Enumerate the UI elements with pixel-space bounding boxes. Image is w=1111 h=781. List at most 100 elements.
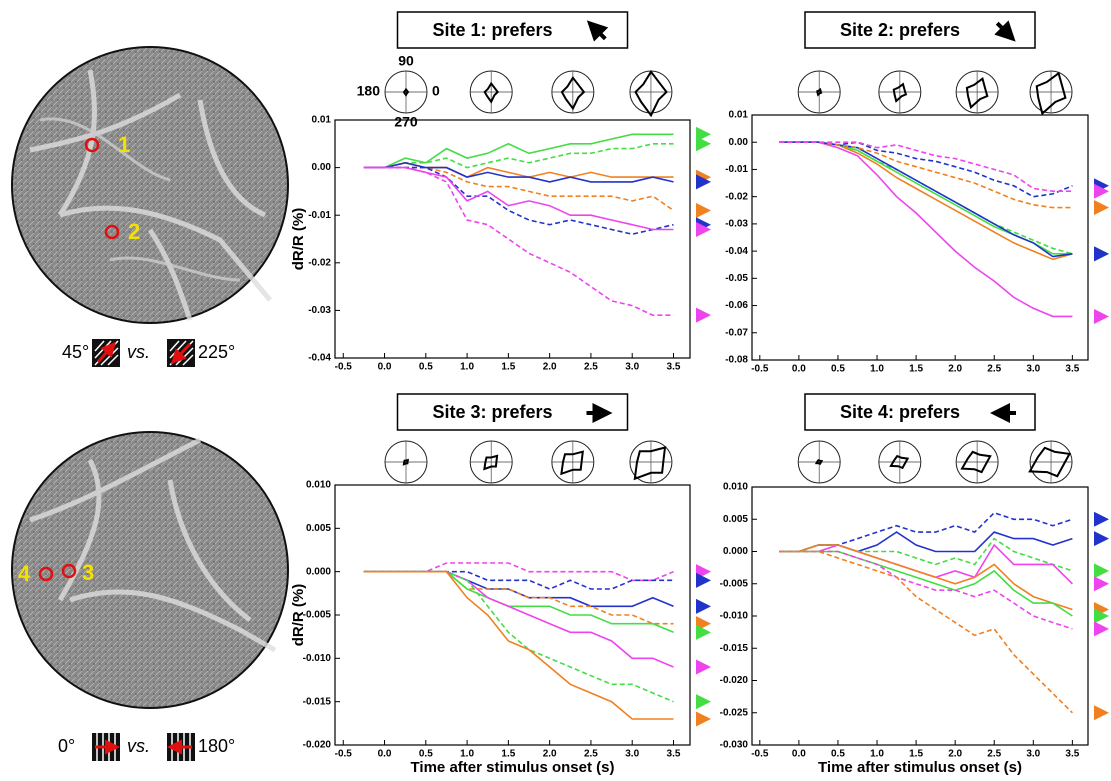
y-tick-label: -0.025 <box>720 707 749 718</box>
stimulus-angle: 180° <box>198 736 235 756</box>
site-label: 2 <box>128 219 140 244</box>
y-tick-label: 0.01 <box>729 110 749 121</box>
x-tick-label: 3.5 <box>667 362 681 373</box>
site-label: 3 <box>82 560 94 585</box>
stimulus-vs: vs. <box>127 342 150 362</box>
series-line <box>779 141 1073 318</box>
polar-shape <box>560 450 584 476</box>
y-tick-label: -0.02 <box>308 257 331 268</box>
x-tick-label: 0.0 <box>378 362 392 373</box>
site-label: 1 <box>118 132 130 157</box>
preferred-arrow <box>994 20 1016 42</box>
series-line <box>779 550 1073 617</box>
y-tick-label: -0.010 <box>720 611 749 622</box>
polar-label: 180 <box>357 83 381 99</box>
x-tick-label: 2.5 <box>584 362 598 373</box>
x-tick-label: 2.5 <box>987 749 1001 760</box>
polar-axis <box>470 71 513 113</box>
y-tick-label: -0.020 <box>303 740 332 751</box>
x-tick-label: 1.5 <box>501 749 515 760</box>
y-tick-label: -0.01 <box>725 164 748 175</box>
x-tick-label: 3.0 <box>625 749 639 760</box>
y-tick-label: -0.03 <box>725 219 748 230</box>
x-tick-label: 1.0 <box>870 364 884 375</box>
y-tick-label: -0.010 <box>303 653 332 664</box>
polar-axis <box>470 441 513 483</box>
x-tick-label: 1.0 <box>460 362 474 373</box>
series-line <box>363 570 674 703</box>
y-tick-label: -0.005 <box>720 578 749 589</box>
y-tick-label: 0.000 <box>723 546 748 557</box>
x-tick-label: 1.5 <box>501 362 515 373</box>
chart-title: Site 2: prefers <box>840 20 960 40</box>
y-tick-label: -0.015 <box>720 643 749 654</box>
polar-shape <box>1028 446 1072 478</box>
series-line <box>779 544 1073 611</box>
polar-shape <box>814 459 824 466</box>
series-line <box>779 141 1073 209</box>
x-tick-label: -0.5 <box>751 364 769 375</box>
x-tick-label: -0.5 <box>335 362 353 373</box>
x-tick-label: 3.5 <box>667 749 681 760</box>
polar-axis <box>956 441 999 483</box>
y-tick-label: -0.03 <box>308 305 331 316</box>
series-line <box>779 141 1073 255</box>
polar-axis <box>798 71 841 113</box>
polar-shape <box>402 87 410 97</box>
chart: Site 4: prefers 0.010 0.005 0.000 -0.005 -0.0… <box>720 393 1109 776</box>
cortex-image: 4 3 0° vs. 180° <box>11 431 289 761</box>
x-axis-label: Time after stimulus onset (s) <box>818 759 1022 776</box>
x-tick-label: 3.0 <box>625 362 639 373</box>
series-line <box>363 570 674 668</box>
y-tick-label: 0.00 <box>312 162 332 173</box>
polar-shape <box>483 81 500 104</box>
chart: Site 3: prefers 0.010 0.005 0.000 -0.005 -0.0… <box>290 393 711 776</box>
y-tick-label: 0.005 <box>306 523 331 534</box>
x-tick-label: 2.5 <box>987 364 1001 375</box>
chart: Site 2: prefers 0.01 0.00 -0.01 -0.02 -0.03 -0… <box>725 11 1109 375</box>
plot-frame <box>334 484 691 746</box>
polar-axis <box>878 441 921 483</box>
y-tick-label: -0.02 <box>725 191 748 202</box>
polar-shape <box>634 70 668 118</box>
plot-frame <box>751 114 1089 361</box>
polar-axis <box>551 441 594 483</box>
series-line <box>363 143 674 169</box>
polar-shape <box>965 77 989 110</box>
polar-axis <box>956 71 999 113</box>
series-line <box>363 166 674 316</box>
x-tick-label: 0.0 <box>378 749 392 760</box>
x-tick-label: 2.0 <box>948 364 962 375</box>
y-tick-label: 0.010 <box>723 482 748 493</box>
y-tick-label: -0.005 <box>303 610 332 621</box>
chart-title: Site 4: prefers <box>840 402 960 422</box>
series-line <box>779 141 1073 255</box>
series-line <box>779 141 1073 192</box>
y-axis-label: dR/R (%) <box>290 584 307 647</box>
series-line <box>363 166 674 236</box>
x-axis-label: Time after stimulus onset (s) <box>411 759 615 776</box>
polar-label: 270 <box>394 114 418 130</box>
polar-label: 90 <box>398 53 414 69</box>
y-tick-label: -0.05 <box>725 273 748 284</box>
x-tick-label: 0.5 <box>831 364 845 375</box>
plot-frame <box>751 486 1089 746</box>
y-tick-label: 0.010 <box>306 480 331 491</box>
series-line <box>363 161 674 178</box>
stimulus-vs: vs. <box>127 736 150 756</box>
cortex-image: 1 2 45° vs. 225° <box>11 46 289 367</box>
series-line <box>363 570 674 720</box>
series-line <box>779 141 1073 258</box>
chart: Site 1: prefers 90 180 0 270 0.01 0.00 -0.01 -0.… <box>290 11 711 373</box>
x-tick-label: 1.5 <box>909 749 923 760</box>
polar-axis <box>385 71 427 113</box>
cortex-images: 1 2 45° vs. 225° 4 3 0° vs. <box>11 46 289 761</box>
series-line <box>363 161 674 183</box>
polar-shape <box>560 75 586 111</box>
polar-shape <box>1035 71 1067 116</box>
y-tick-label: 0.000 <box>306 566 331 577</box>
y-tick-label: 0.01 <box>312 115 332 126</box>
x-tick-label: 0.5 <box>419 362 433 373</box>
x-tick-label: 0.0 <box>792 364 806 375</box>
stimulus-angle: 0° <box>58 736 75 756</box>
